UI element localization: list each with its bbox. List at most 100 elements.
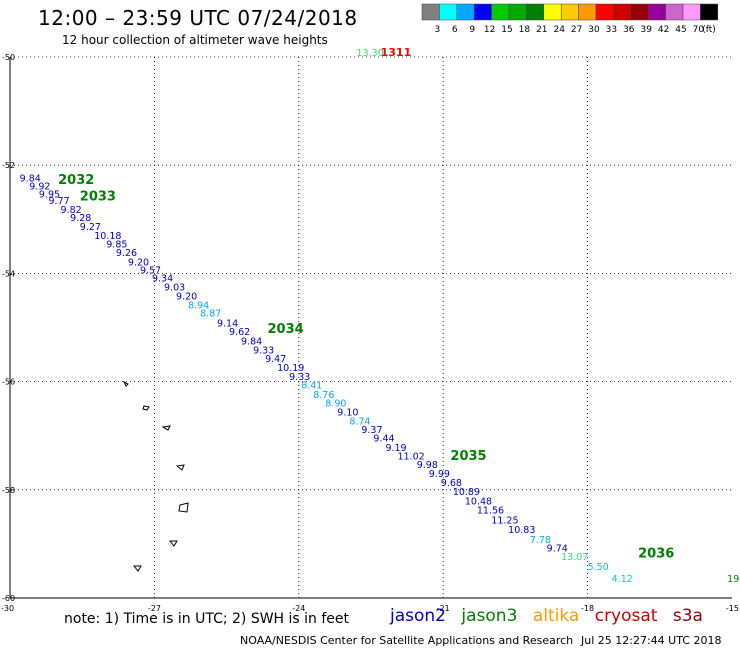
swh-value: 10.19: [277, 363, 304, 374]
colorbar-label: 12: [484, 25, 495, 35]
swh-value: 9.33: [253, 345, 274, 356]
colorbar-swatch: [665, 3, 684, 21]
swh-value: 9.92: [29, 182, 50, 193]
swh-value: 9.34: [152, 274, 173, 285]
island-7: [132, 565, 142, 572]
lon-label: -21: [437, 604, 450, 613]
lon-label: -30: [1, 604, 14, 613]
swh-value: 10.83: [508, 525, 535, 536]
colorbar-label: 24: [553, 25, 565, 35]
swh-value: 7.78: [530, 535, 551, 546]
swh-value: 11.25: [491, 515, 518, 526]
colorbar-label: 21: [536, 25, 547, 35]
swh-value: 11.56: [477, 506, 504, 517]
colorbar-swatch: [647, 3, 666, 21]
lon-label: -24: [292, 604, 305, 613]
colorbar-swatch: [526, 3, 545, 21]
colorbar-label: 18: [519, 25, 531, 35]
pass-time: 2034: [268, 322, 304, 337]
colorbar-swatch: [439, 3, 458, 21]
swh-value: 9.28: [70, 213, 91, 224]
lon-label: -18: [581, 604, 594, 613]
swh-value: 9.84: [241, 336, 262, 347]
colorbar: 3 6 9 12 15 18 21 24 27 30 33 36 39 42 45 70(ft): [421, 3, 719, 35]
lat-label: -60: [2, 594, 15, 603]
swh-value: 9.47: [265, 354, 286, 365]
colorbar-label: 70: [693, 25, 705, 35]
colorbar-swatch: [456, 3, 475, 21]
footnote: note: 1) Time is in UTC; 2) SWH is in fe…: [64, 611, 350, 627]
colorbar-label: 30: [588, 25, 600, 35]
swh-value: 19.: [727, 574, 740, 585]
lon-label: -15: [726, 604, 739, 613]
legend-cryosat: cryosat: [594, 606, 658, 626]
colorbar-unit: (ft): [702, 25, 716, 35]
island-5: [178, 502, 189, 513]
swh-value: 13.07: [561, 552, 588, 563]
swh-value: 9.82: [61, 205, 82, 216]
colorbar-label: 6: [452, 25, 458, 35]
swh-value: 8.41: [301, 381, 322, 392]
swh-value: 9.20: [128, 257, 149, 268]
swh-value: 9.03: [164, 283, 185, 294]
swh-value: 5.50: [588, 562, 609, 573]
colorbar-swatch: [595, 3, 614, 21]
swh-value: 9.98: [417, 460, 438, 471]
lat-label: -56: [2, 378, 15, 387]
page-title: 12:00 – 23:59 UTC 07/24/2018: [38, 6, 358, 30]
swh-value: 8.90: [325, 398, 346, 409]
colorbar-swatch: [421, 3, 440, 21]
swh-value: 10.18: [94, 231, 121, 242]
pass-time: 2036: [638, 546, 674, 561]
swh-value: 9.85: [106, 239, 127, 250]
legend-s3a: s3a: [672, 606, 703, 626]
swh-value: 10.48: [465, 496, 492, 507]
colorbar-label: 45: [675, 25, 686, 35]
page-subtitle: 12 hour collection of altimeter wave hei…: [62, 33, 328, 47]
swh-value: 9.19: [385, 443, 406, 454]
swh-value: 9.62: [229, 327, 250, 338]
colorbar-label: 27: [571, 25, 582, 35]
swh-value: 9.57: [140, 265, 161, 276]
island-4: [175, 464, 185, 471]
swh-value: 9.37: [361, 425, 382, 436]
colorbar-swatch: [508, 3, 527, 21]
colorbar-swatch: [473, 3, 492, 21]
swh-value: 8.94: [188, 301, 209, 312]
wave-points: 9.849.929.959.779.829.289.2710.189.859.2…: [20, 48, 740, 585]
lat-label: -50: [2, 53, 15, 62]
swh-value: 9.99: [429, 469, 450, 480]
swh-value: 9.33: [289, 372, 310, 383]
island-1: [122, 380, 129, 387]
satellite-legend: jason2 jason3 altika cryosat s3a: [390, 606, 713, 626]
colorbar-swatch: [682, 3, 701, 21]
legend-jason3: jason3: [461, 606, 518, 626]
timestamp: Jul 25 12:27:44 UTC 2018: [581, 634, 722, 647]
swh-value: 9.26: [116, 248, 137, 259]
colorbar-label: 39: [640, 25, 652, 35]
swh-value: 8.76: [313, 390, 334, 401]
colorbar-label: 9: [469, 25, 475, 35]
islands: [122, 380, 189, 572]
lat-label: -58: [2, 486, 15, 495]
swh-value: 11.02: [397, 452, 424, 463]
island-2: [142, 405, 150, 411]
pass-time: 2035: [450, 449, 486, 464]
colorbar-label: 3: [435, 25, 441, 35]
pass-time: 2033: [80, 189, 116, 204]
swh-value: 8.87: [200, 309, 221, 320]
swh-value: 9.20: [176, 291, 197, 302]
legend-jason2: jason2: [390, 606, 446, 626]
colorbar-label: 36: [623, 25, 635, 35]
pass-time: 2032: [58, 173, 94, 188]
swh-value: 9.95: [39, 190, 60, 201]
swh-value: 9.77: [49, 196, 70, 207]
lat-label: -54: [2, 269, 15, 278]
swh-value: 10.89: [453, 487, 480, 498]
island-6: [168, 540, 178, 547]
colorbar-swatch: [491, 3, 510, 21]
island-3: [161, 425, 171, 431]
colorbar-label: 15: [501, 25, 512, 35]
swh-value: 9.74: [547, 543, 568, 554]
